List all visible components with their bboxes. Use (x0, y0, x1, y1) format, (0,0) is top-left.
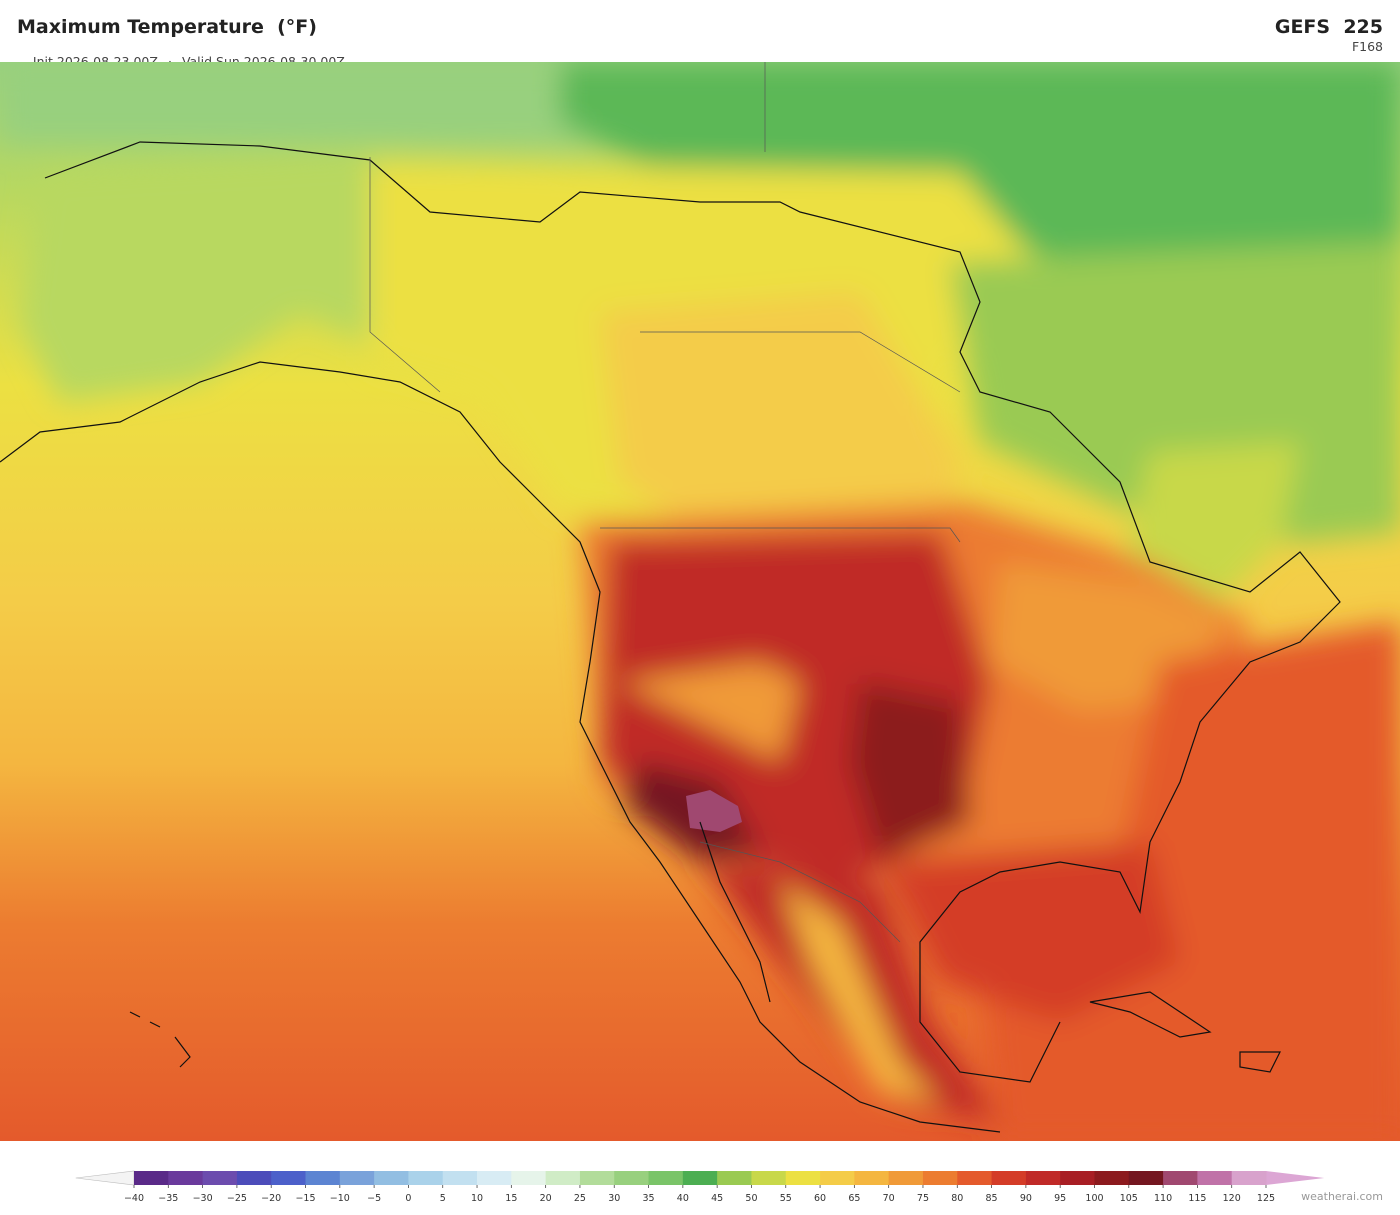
colorbar-bin (305, 1171, 341, 1185)
colorbar-tick-label: 5 (440, 1193, 446, 1204)
colorbar-tick-label: −25 (227, 1193, 247, 1204)
colorbar-tick-label: 90 (1020, 1193, 1032, 1204)
colorbar-tick-label: 75 (917, 1193, 929, 1204)
colorbar-tick-label: −10 (330, 1193, 350, 1204)
colorbar-tick-label: 45 (711, 1193, 723, 1204)
colorbar-tick-label: 15 (505, 1193, 517, 1204)
colorbar-tick-label: −30 (193, 1193, 213, 1204)
colorbar-bin (854, 1171, 890, 1185)
colorbar-bin (957, 1171, 993, 1185)
colorbar-tick-label: 115 (1188, 1193, 1206, 1204)
colorbar-bin (682, 1171, 718, 1185)
colorbar: weatherai.com −40 −35 −30 −25 −20 −15 −10 −5 0 5 1… (75, 1170, 1383, 1204)
rockies (620, 662, 800, 762)
colorbar-bin (511, 1171, 547, 1185)
gulf-of-mexico (880, 842, 1180, 1022)
colorbar-bin (408, 1171, 444, 1185)
colorbar-tick-label: 30 (608, 1193, 620, 1204)
colorbar-bin (236, 1171, 272, 1185)
borders (369, 62, 961, 943)
colorbar-tick-label: 65 (848, 1193, 860, 1204)
colorbar-bin (1163, 1171, 1198, 1185)
colorbar-bin (648, 1171, 684, 1185)
hot-spot (686, 790, 742, 832)
colorbar-tick-label: −40 (124, 1193, 144, 1204)
colorbar-tick-label: −15 (295, 1193, 315, 1204)
title: Maximum Temperature (°F) (17, 16, 317, 38)
colorbar-tick-label: 20 (540, 1193, 552, 1204)
separator: · (167, 54, 172, 69)
colorbar-bin (339, 1171, 375, 1185)
model-name: GEFS 225 (1274, 16, 1383, 38)
colorbar-bin (1094, 1171, 1130, 1185)
colorbar-tick-label: 105 (1120, 1193, 1138, 1204)
colorbar-bin (545, 1171, 581, 1185)
colorbar-tick-label: 85 (986, 1193, 998, 1204)
credit: weatherai.com (1301, 1190, 1383, 1203)
forecast-hour: F168 (1351, 39, 1383, 54)
colorbar-bin (922, 1171, 958, 1185)
colorbar-bin (1197, 1171, 1233, 1185)
colorbar-tick-label: 80 (951, 1193, 963, 1204)
mexican-highlands (780, 882, 940, 1102)
colorbar-bin (888, 1171, 924, 1185)
colorbar-tick-label: 70 (883, 1193, 895, 1204)
colorbar-tick-label: −35 (158, 1193, 178, 1204)
colorbar-bin (202, 1171, 238, 1185)
colorbar-tick-label: −20 (261, 1193, 281, 1204)
plains-core (850, 682, 970, 862)
colorbar-tick-label: 40 (677, 1193, 689, 1204)
colorbar-bin (751, 1171, 787, 1185)
colorbar-tick-label: 120 (1223, 1193, 1241, 1204)
colorbar-over (1266, 1171, 1325, 1185)
colorbar-tick-label: 50 (745, 1193, 757, 1204)
atlantic (980, 622, 1400, 1141)
colorbar-tick-label: −5 (367, 1193, 381, 1204)
colorbar-bin (579, 1171, 615, 1185)
colorbar-bin (1231, 1171, 1267, 1185)
colorbar-bin (477, 1171, 512, 1185)
colorbar-bin (134, 1171, 169, 1185)
colorbar-under (75, 1170, 135, 1186)
colorbar-tick-label: 55 (780, 1193, 792, 1204)
colorbar-tick-label: 110 (1154, 1193, 1172, 1204)
colorbar-bin (614, 1171, 650, 1185)
colorbar-tick-label: 100 (1085, 1193, 1103, 1204)
colorbar-tick-label: 35 (642, 1193, 654, 1204)
colorbar-tick-label: 0 (405, 1193, 411, 1204)
colorbar-bin (785, 1171, 821, 1185)
coastlines (0, 141, 1341, 1133)
colorbar-bin (168, 1171, 204, 1185)
colorbar-bin (991, 1171, 1027, 1185)
prairies (600, 292, 960, 542)
colorbar-bin (717, 1171, 752, 1185)
colorbar-bin (1128, 1171, 1164, 1185)
colorbar-bin (374, 1171, 409, 1185)
colorbar-tick-label: 60 (814, 1193, 826, 1204)
map (0, 62, 1400, 1141)
colorbar-tick-label: 25 (574, 1193, 586, 1204)
colorbar-bin (1060, 1171, 1095, 1185)
colorbar-bin (442, 1171, 478, 1185)
colorbar-tick-label: 125 (1257, 1193, 1275, 1204)
colorbar-tick-label: 10 (471, 1193, 483, 1204)
colorbar-bin (820, 1171, 855, 1185)
colorbar-tick-label: 95 (1054, 1193, 1066, 1204)
colorbar-bin (271, 1171, 307, 1185)
colorbar-bin (1025, 1171, 1061, 1185)
